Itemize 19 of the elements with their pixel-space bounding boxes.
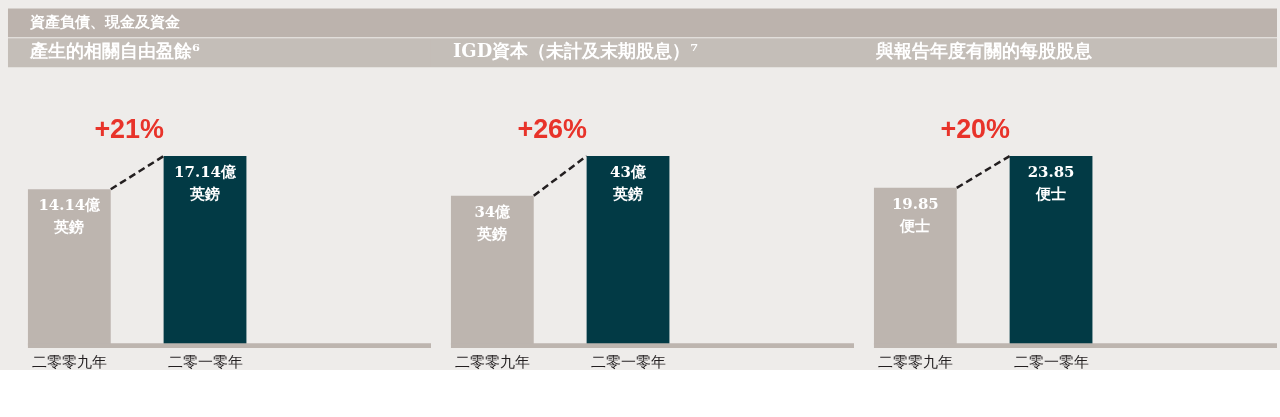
x-tick-label: 二零一零年: [590, 353, 666, 372]
data-label: 17.14億英鎊: [174, 163, 237, 203]
x-tick-label: 二零零九年: [877, 353, 953, 372]
x-tick-label: 二零零九年: [454, 353, 530, 372]
text: +20%: [940, 114, 1011, 145]
chart-title: 資產負債、現金及資金: [28, 13, 180, 32]
text: +21%: [94, 114, 165, 145]
x-tick-label: 二零一零年: [1013, 353, 1089, 372]
x-tick-label: 二零一零年: [167, 353, 243, 372]
data-label: 43億英鎊: [610, 163, 647, 203]
chart-subtitle: 與報告年度有關的每股股息: [874, 40, 1092, 62]
chart-subtitle: 產生的相關自由盈餘⁶: [28, 40, 200, 62]
data-label: 23.85便士: [1027, 163, 1075, 203]
data-label: 14.14億英鎊: [38, 196, 102, 237]
data-label: 34億英鎊: [474, 202, 512, 243]
text: +26%: [517, 114, 588, 145]
x-tick-label: 二零零九年: [31, 353, 107, 372]
chart-subtitle: IGD資本（未計及末期股息）⁷: [452, 40, 699, 62]
data-label: 19.85便士: [891, 194, 939, 235]
